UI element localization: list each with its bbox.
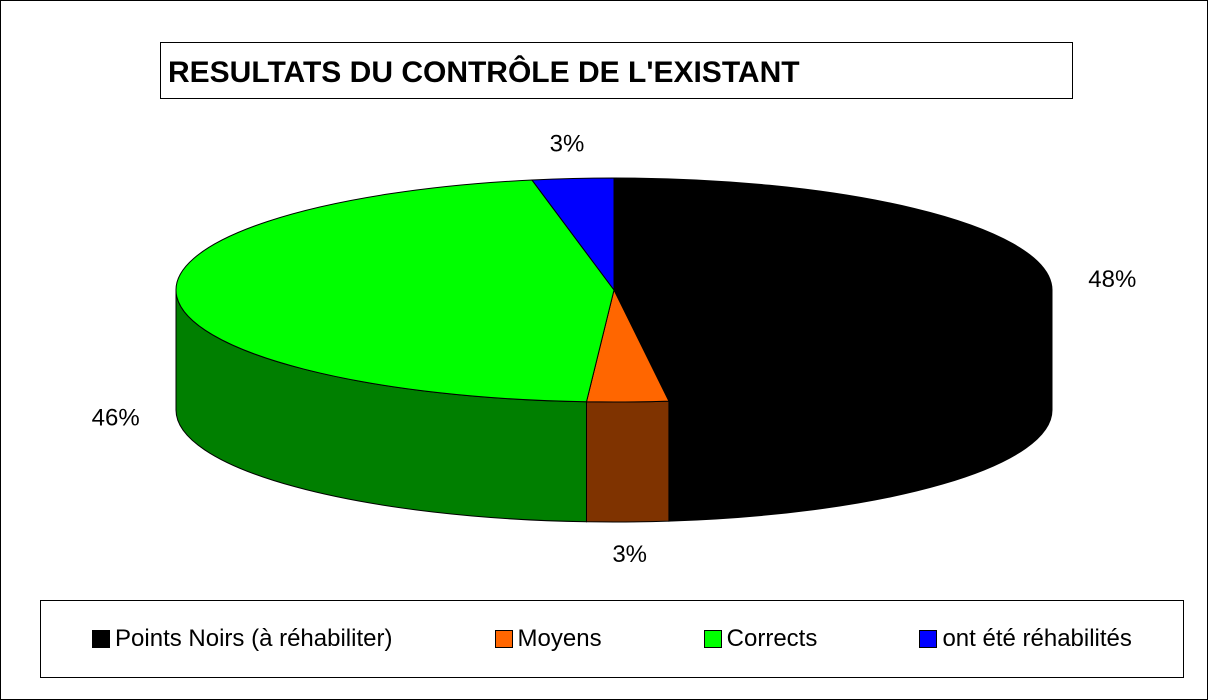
labels: 48% 3% 46% 3%	[92, 130, 1137, 567]
legend: Points Noirs (à réhabiliter) Moyens Correc…	[40, 600, 1184, 678]
legend-item: Points Noirs (à réhabiliter)	[92, 625, 392, 653]
legend-label: Moyens	[517, 625, 602, 652]
tops	[175, 177, 1053, 403]
legend-label: Corrects	[726, 625, 818, 652]
data-label: 3%	[612, 541, 647, 568]
slice	[530, 177, 615, 292]
slice	[175, 179, 615, 403]
data-label: 46%	[92, 404, 140, 431]
legend-swatch	[919, 630, 938, 648]
slice	[613, 177, 1053, 402]
legend-item: Corrects	[703, 625, 818, 653]
legend-label: ont été réhabilités	[942, 625, 1132, 652]
slice-side	[585, 400, 670, 523]
legend-item: ont été réhabilités	[919, 625, 1132, 653]
legend-swatch	[703, 630, 722, 648]
data-label: 48%	[1088, 266, 1136, 293]
title-box	[160, 42, 1073, 99]
legend-swatch	[92, 630, 111, 648]
legend-item: Moyens	[494, 625, 602, 653]
legend-swatch	[494, 630, 513, 648]
data-label: 3%	[550, 130, 585, 157]
chart-title: RESULTATS DU CONTRÔLE DE L'EXISTANT	[168, 55, 800, 89]
legend-label: Points Noirs (à réhabiliter)	[115, 625, 393, 652]
